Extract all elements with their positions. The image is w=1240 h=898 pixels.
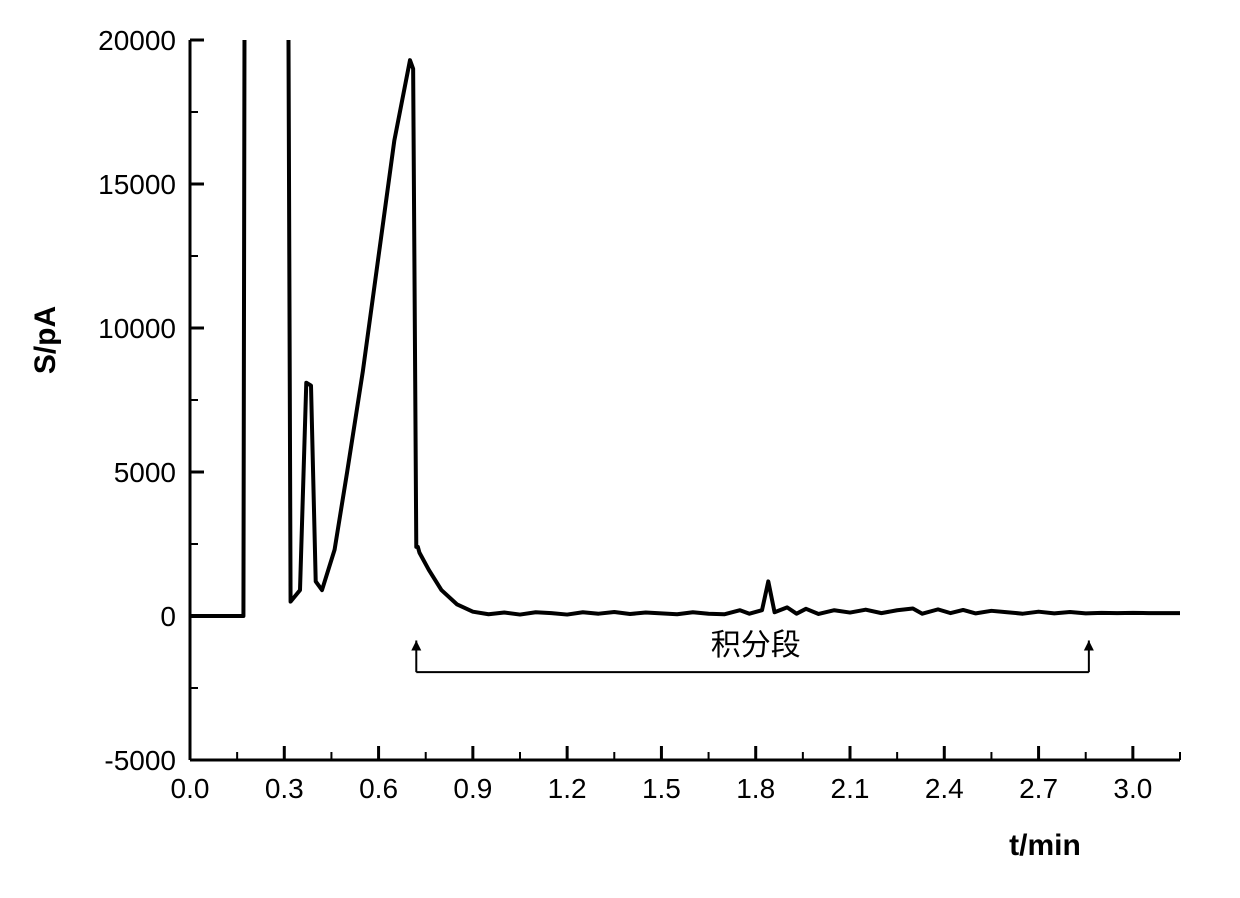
x-tick-label: 2.1 <box>831 773 870 804</box>
y-tick-label: 5000 <box>114 457 176 488</box>
x-tick-label: 0.6 <box>359 773 398 804</box>
x-axis-label: t/min <box>1009 829 1081 862</box>
x-tick-label: 1.5 <box>642 773 681 804</box>
y-tick-label: 20000 <box>98 25 176 56</box>
x-tick-label: 2.4 <box>925 773 964 804</box>
y-tick-label: 15000 <box>98 169 176 200</box>
x-tick-label: 3.0 <box>1113 773 1152 804</box>
y-tick-label: 10000 <box>98 313 176 344</box>
x-tick-label: 0.3 <box>265 773 304 804</box>
y-tick-label: 0 <box>160 601 176 632</box>
y-axis-label: S/pA <box>29 306 62 374</box>
chart-svg: 0.0 0.3 0.6 0.9 1.2 1.5 1.8 2.1 2.4 2.7 3.0 t/min -5… <box>0 0 1240 898</box>
x-tick-label: 0.0 <box>171 773 210 804</box>
x-tick-label: 1.2 <box>548 773 587 804</box>
x-tick-label: 2.7 <box>1019 773 1058 804</box>
chromatogram-chart: 0.0 0.3 0.6 0.9 1.2 1.5 1.8 2.1 2.4 2.7 3.0 t/min -5… <box>0 0 1240 898</box>
integration-segment-label: 积分段 <box>711 629 801 662</box>
x-tick-label: 1.8 <box>736 773 775 804</box>
x-tick-label: 0.9 <box>453 773 492 804</box>
y-tick-label: -5000 <box>104 745 176 776</box>
